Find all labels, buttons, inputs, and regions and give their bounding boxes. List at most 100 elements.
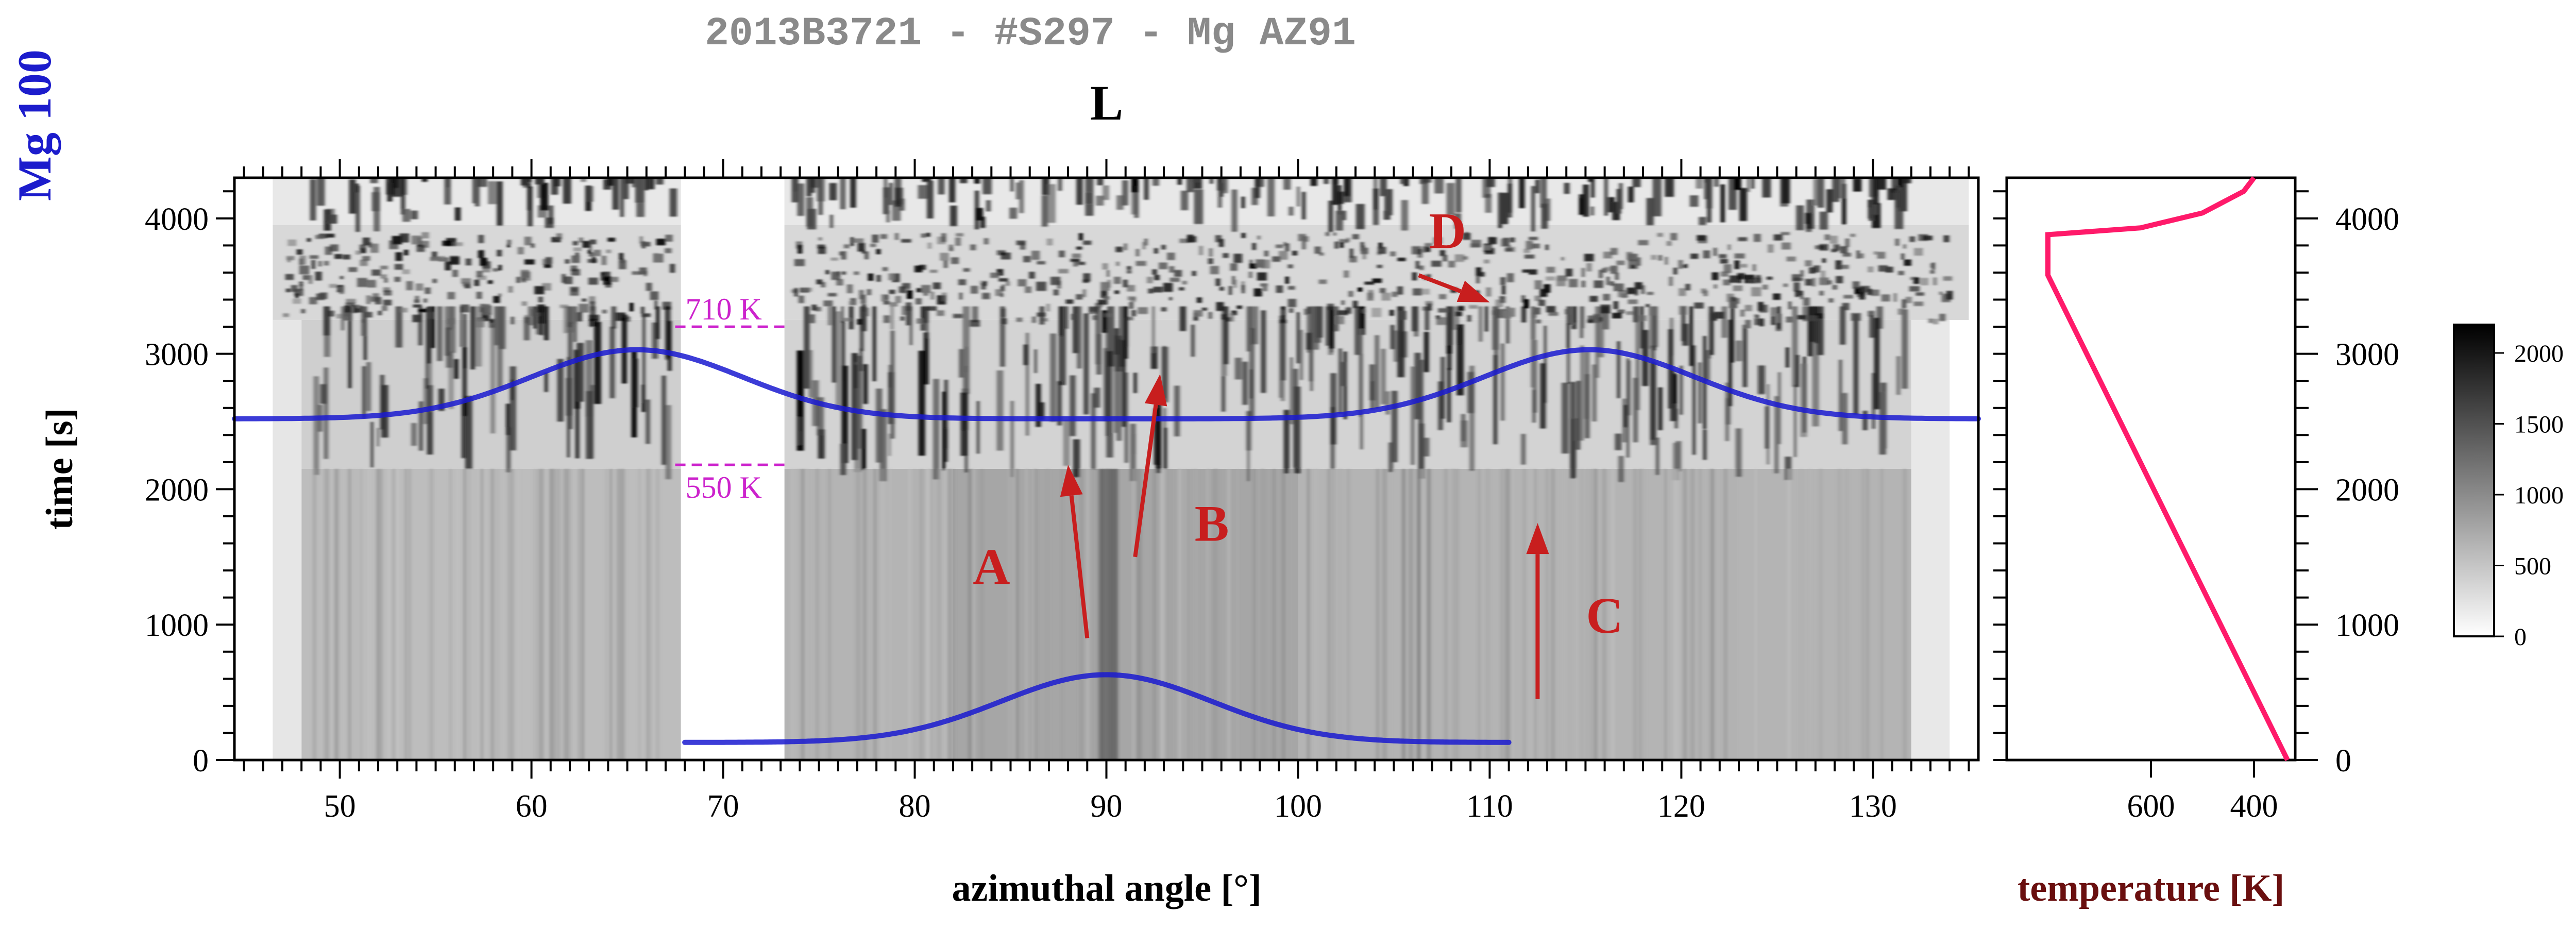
heatmap-top-streak [1877,178,1886,190]
heatmap-speckle [1610,248,1618,255]
heatmap-streak [1655,437,1659,475]
heatmap-streak [1438,381,1443,430]
heatmap-streak [1440,357,1445,419]
heatmap-streak [1725,382,1730,442]
heatmap-low-streak [801,469,805,760]
heatmap-speckle [1076,294,1083,300]
heatmap-streak [1650,362,1656,445]
heatmap-top-streak [625,178,634,184]
heatmap-speckle [601,256,607,265]
heatmap-streak [418,306,423,346]
heatmap-streak [918,350,925,456]
heatmap-speckle [1665,257,1668,265]
heatmap-speckle [956,233,963,237]
heatmap-speckle [412,314,422,323]
heatmap-speckle [371,269,381,276]
heatmap-speckle [1738,237,1748,241]
heatmap-top-streak [889,182,893,205]
heatmap-top-streak [620,178,624,217]
heatmap-speckle [415,283,423,291]
heatmap-speckle [926,306,937,311]
heatmap-streak [429,363,432,412]
heatmap-speckle [359,244,366,250]
heatmap-speckle [1521,295,1526,303]
heatmap-speckle [1701,288,1707,294]
heatmap-speckle [1755,275,1761,283]
heatmap-speckle [1628,299,1638,305]
heatmap-speckle [484,265,490,268]
heatmap-streak [1057,381,1062,426]
heatmap-speckle [571,269,580,276]
heatmap-top-streak [1324,178,1329,184]
heatmap-streak [461,401,465,459]
heatmap-speckle [901,239,911,243]
heatmap-speckle [982,293,990,299]
heatmap-speckle [1148,289,1154,294]
heatmap-speckle [1364,281,1375,285]
heatmap-streak [926,306,929,339]
heatmap-low-streak [1664,469,1667,760]
heatmap-streak [1467,372,1475,413]
heatmap-speckle [1775,313,1780,323]
heatmap-top-streak [1041,195,1048,227]
heatmap-speckle [1885,266,1893,273]
heatmap-speckle [366,295,371,305]
heatmap-top-streak [1009,208,1018,219]
heatmap-speckle [1279,319,1287,324]
heatmap-low-streak [456,469,459,760]
heatmap-top-streak [1591,178,1595,198]
heatmap-speckle [1909,286,1920,292]
chart-title: 2013B3721 - #S297 - Mg AZ91 [705,11,1356,57]
heatmap-speckle [392,235,402,245]
heatmap-streak [1626,358,1630,458]
heatmap-speckle [1372,278,1382,283]
heatmap-top-streak [1665,178,1674,197]
heatmap-speckle [315,234,325,239]
heatmap-speckle [1723,279,1731,285]
heatmap-speckle [951,257,959,264]
heatmap-low-streak [1673,469,1676,760]
heatmap-speckle [1397,286,1403,295]
heatmap-speckle [930,292,935,300]
heatmap-streak [1623,404,1627,428]
heatmap-speckle [1901,253,1905,260]
heatmap-speckle [1510,237,1515,243]
heatmap-speckle [1909,236,1916,242]
heatmap-speckle [1666,241,1672,246]
heatmap-top-streak [1344,178,1352,203]
heatmap-top-streak [1131,185,1138,215]
heatmap-streak [1359,328,1363,417]
heatmap-streak [962,306,970,394]
heatmap-streak [1735,340,1742,362]
heatmap-streak [1595,306,1600,378]
heatmap-streak [1423,332,1429,373]
heatmap-streak [1570,382,1576,479]
heatmap-low-streak [1456,469,1459,760]
heatmap-speckle [1734,260,1740,269]
heatmap-speckle [1073,259,1078,267]
heatmap-top-streak [1046,184,1056,223]
heatmap-speckle [1127,296,1136,300]
x-tick-label: 80 [899,789,931,824]
heatmap-streak [863,364,868,404]
heatmap-speckle [1371,308,1382,317]
heatmap-speckle [404,249,409,256]
heatmap-speckle [860,294,866,304]
heatmap-speckle [1436,317,1446,325]
heatmap-speckle [1714,284,1717,289]
heatmap-speckle [1463,256,1468,260]
heatmap-low-streak [497,469,499,760]
heatmap-streak [431,306,435,348]
heatmap-low-streak [816,469,818,760]
heatmap-low-streak [971,469,975,760]
heatmap-speckle [1208,258,1213,264]
heatmap-speckle [857,318,863,325]
heatmap-speckle [899,286,906,293]
heatmap-speckle [355,250,362,255]
heatmap-band-mid-right [784,319,1911,469]
heatmap-speckle [818,237,822,241]
heatmap-streak [841,306,844,323]
heatmap-speckle [1634,282,1642,290]
heatmap-speckle [841,251,846,260]
heatmap-top-streak [1222,178,1228,194]
